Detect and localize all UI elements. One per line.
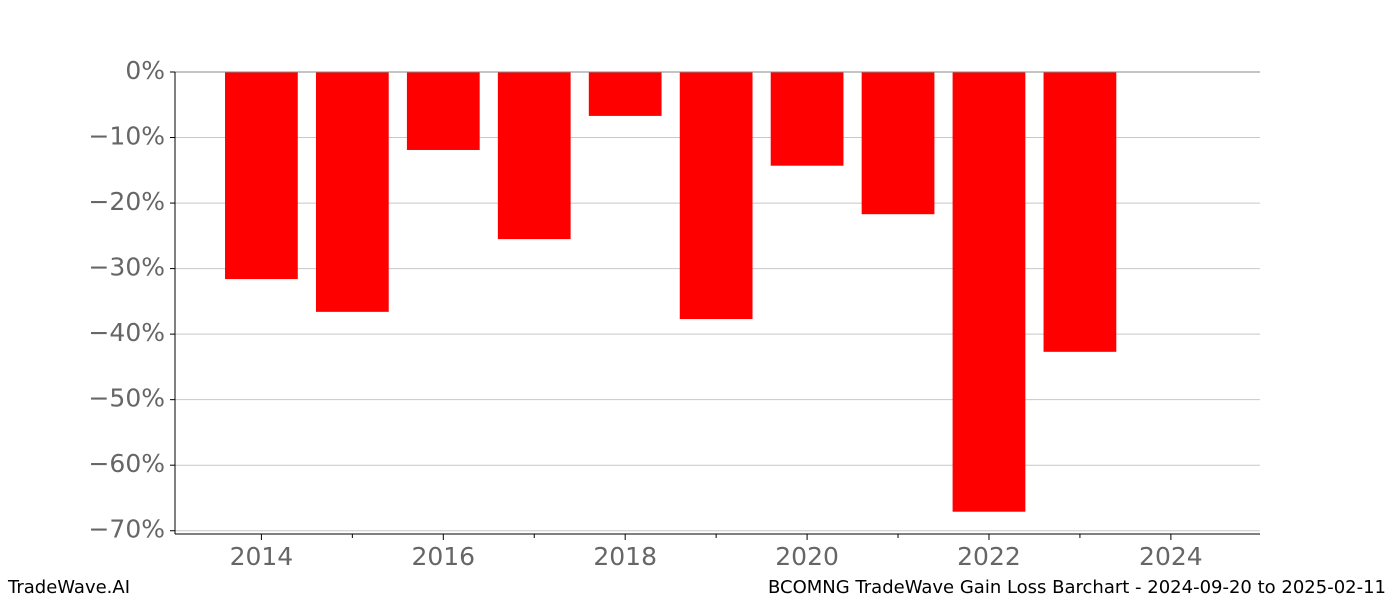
bar: [588, 72, 662, 116]
bar: [679, 72, 753, 320]
bar: [315, 72, 389, 312]
footer-right: BCOMNG TradeWave Gain Loss Barchart - 20…: [768, 577, 1386, 598]
y-tick-label: −20%: [88, 187, 165, 216]
bar: [770, 72, 844, 166]
bar: [406, 72, 480, 150]
y-tick-label: 0%: [125, 56, 165, 85]
x-tick-label: 2018: [593, 542, 657, 571]
x-tick-label: 2020: [775, 542, 839, 571]
bar: [497, 72, 571, 240]
y-tick-label: −10%: [88, 122, 165, 151]
x-tick-label: 2024: [1139, 542, 1203, 571]
bar: [952, 72, 1026, 512]
y-tick-label: −70%: [88, 515, 165, 544]
y-tick-label: −40%: [88, 318, 165, 347]
y-tick-label: −50%: [88, 384, 165, 413]
y-tick-label: −30%: [88, 253, 165, 282]
bar: [225, 72, 298, 280]
bar: [1043, 72, 1117, 352]
x-tick-label: 2022: [957, 542, 1021, 571]
y-tick-label: −60%: [88, 449, 165, 478]
footer-left: TradeWave.AI: [7, 577, 130, 598]
x-tick-label: 2014: [230, 542, 294, 571]
x-tick-label: 2016: [411, 542, 475, 571]
bar: [861, 72, 935, 215]
